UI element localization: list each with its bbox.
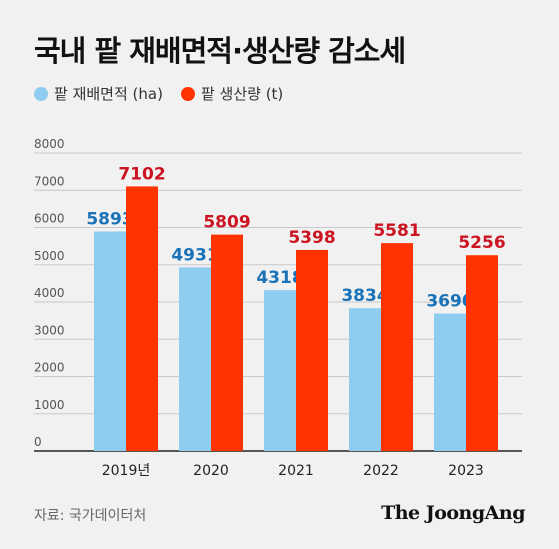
data-label: 3834	[341, 286, 388, 306]
bar-production	[211, 234, 243, 451]
legend-label-area: 팥 재배면적 (ha)	[54, 85, 163, 103]
legend-label-production: 팥 생산량 (t)	[200, 85, 284, 103]
x-tick-label: 2019년	[102, 463, 151, 479]
y-tick-label: 4000	[34, 286, 65, 300]
legend-item-production: 팥 생산량 (t)	[180, 83, 284, 104]
data-label: 5398	[288, 228, 335, 248]
legend-item-area: 팥 재배면적 (ha)	[34, 83, 163, 104]
data-label: 5809	[203, 213, 250, 233]
data-label: 7102	[118, 164, 165, 184]
data-label: 5256	[458, 233, 505, 253]
y-tick-label: 5000	[34, 249, 65, 263]
x-tick-label: 2020	[193, 463, 229, 479]
data-label: 5893	[86, 209, 133, 229]
legend-swatch-area	[34, 86, 48, 101]
data-label: 5581	[373, 221, 420, 241]
y-tick-label: 7000	[34, 174, 65, 188]
data-label: 3690	[426, 292, 473, 312]
y-tick-label: 1000	[34, 398, 65, 412]
y-tick-label: 6000	[34, 212, 65, 226]
data-label: 4318	[256, 268, 303, 288]
y-tick-label: 2000	[34, 361, 65, 375]
chart-title: 국내 팥 재배면적·생산량 감소세	[34, 34, 406, 68]
x-tick-label: 2021	[278, 463, 314, 479]
data-label: 4931	[171, 245, 218, 265]
bar-area	[349, 308, 381, 451]
legend-swatch-production	[180, 86, 195, 101]
bar-production	[126, 186, 158, 451]
x-tick-label: 2022	[363, 463, 399, 479]
x-tick-label: 2023	[448, 463, 484, 479]
bar-production	[381, 243, 413, 451]
y-tick-label: 0	[34, 435, 42, 449]
bar-area	[94, 231, 126, 451]
y-tick-label: 3000	[34, 323, 65, 337]
legend: 팥 재배면적 (ha) 팥 생산량 (t)	[34, 83, 301, 104]
brand-logo: The JoongAng	[381, 502, 525, 524]
y-tick-label: 8000	[34, 137, 65, 151]
bar-area	[179, 267, 211, 451]
source-note: 자료: 국가데이터처	[34, 508, 147, 524]
bar-area	[434, 313, 466, 451]
bar-area	[264, 290, 296, 451]
bar-production	[466, 255, 498, 451]
bar-production	[296, 249, 328, 451]
